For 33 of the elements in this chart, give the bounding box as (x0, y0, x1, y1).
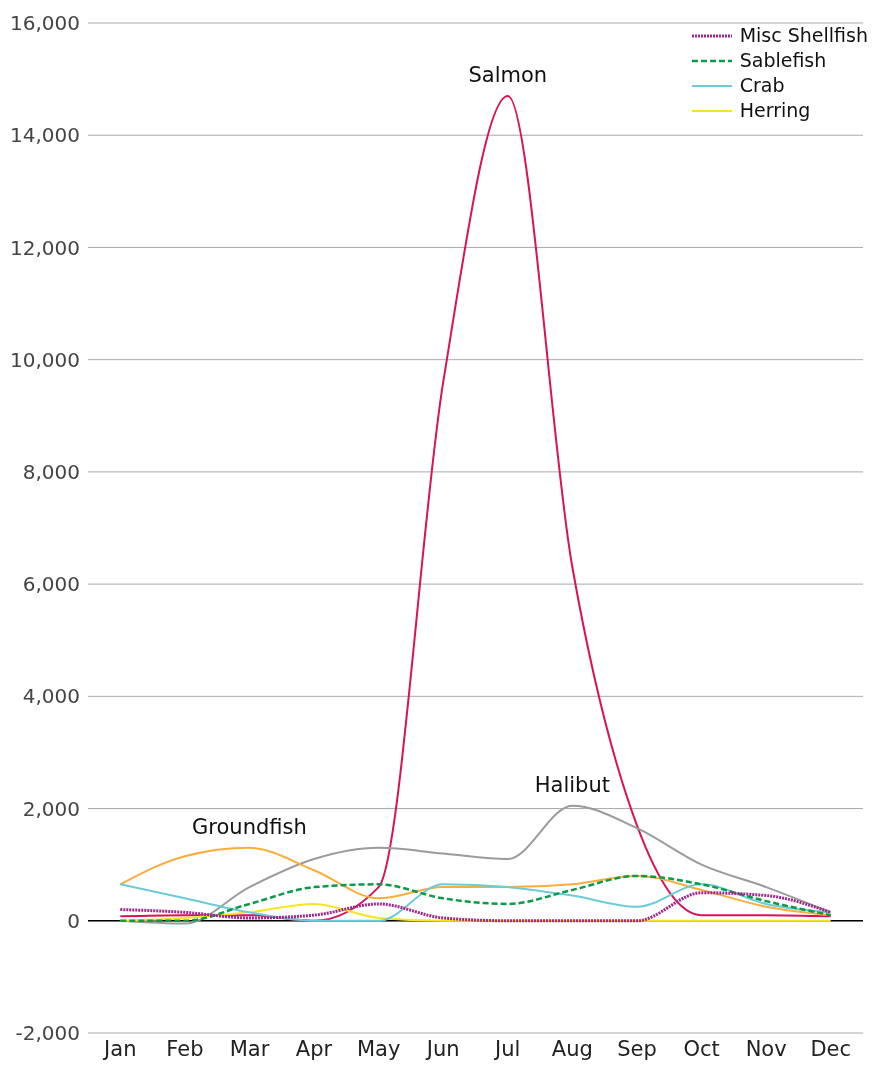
line-series (119, 883, 832, 922)
y-tick-label: -2,000 (15, 1021, 80, 1046)
x-tick-label: Feb (166, 1036, 204, 1061)
x-tick-label: Jun (424, 1036, 460, 1061)
annotation: Salmon (468, 62, 548, 87)
x-tick-label: Jul (493, 1036, 521, 1061)
x-tick-label: Nov (745, 1036, 787, 1061)
y-tick-label: 2,000 (22, 796, 80, 821)
y-tick-label: 14,000 (10, 123, 80, 148)
y-tick-label: 8,000 (22, 459, 80, 484)
y-tick-label: 10,000 (10, 347, 80, 372)
line-series (119, 874, 832, 923)
legend-label: Crab (739, 73, 785, 98)
annotation: Halibut (534, 772, 610, 797)
y-tick-label: 16,000 (10, 11, 80, 36)
x-tick-label: Dec (810, 1036, 852, 1061)
y-tick-label: 0 (67, 908, 80, 933)
x-tick-label: Jan (102, 1036, 137, 1061)
x-tick-label: Apr (295, 1036, 333, 1061)
legend-label: Herring (739, 98, 811, 123)
line-series (118, 891, 833, 923)
y-tick-label: 4,000 (22, 684, 80, 709)
x-tick-label: Sep (617, 1036, 657, 1061)
legend-label: Misc Shellfish (739, 23, 868, 48)
legend-label: Sablefish (739, 48, 827, 73)
line-series (119, 94, 832, 922)
x-tick-label: Mar (229, 1036, 270, 1061)
x-tick-label: Oct (683, 1036, 720, 1061)
x-tick-label: May (356, 1036, 401, 1061)
x-tick-label: Aug (551, 1036, 593, 1061)
annotation: Groundfish (192, 814, 307, 839)
y-tick-label: 12,000 (10, 235, 80, 260)
y-tick-label: 6,000 (22, 572, 80, 597)
